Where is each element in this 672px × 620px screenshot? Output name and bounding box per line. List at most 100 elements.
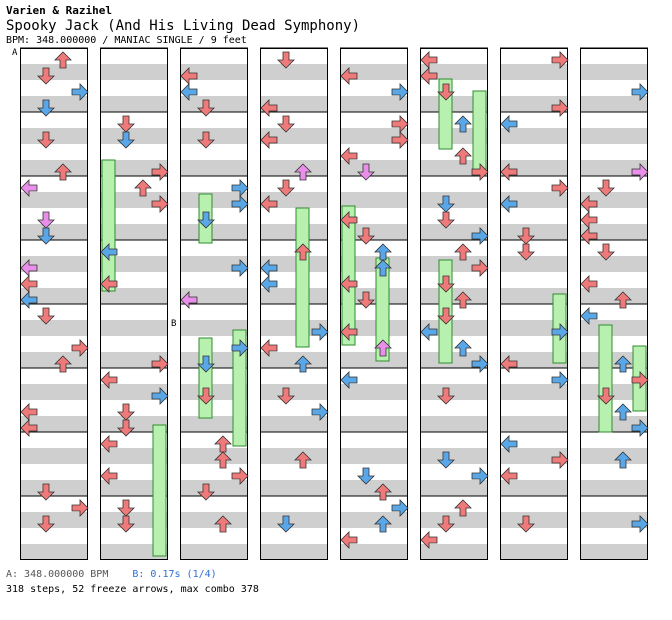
beat-band [420, 512, 488, 528]
step-arrow [500, 435, 518, 453]
beat-band [260, 384, 328, 400]
beat-band [420, 256, 488, 272]
step-arrow [437, 195, 455, 213]
beat-band [340, 480, 408, 496]
beat-band [180, 160, 248, 176]
step-arrow [551, 451, 569, 469]
step-arrow [100, 467, 118, 485]
step-arrow [454, 339, 472, 357]
column-border [500, 48, 568, 560]
beat-band [580, 320, 648, 336]
step-arrow [517, 243, 535, 261]
beat-band [580, 384, 648, 400]
step-arrow [20, 275, 38, 293]
step-arrow [437, 83, 455, 101]
step-arrow [100, 275, 118, 293]
beat-band [340, 448, 408, 464]
step-arrow [454, 147, 472, 165]
step-arrow [277, 515, 295, 533]
step-arrow [180, 83, 198, 101]
step-arrow [391, 499, 409, 517]
beat-band [420, 480, 488, 496]
step-arrow [197, 355, 215, 373]
beat-band [420, 288, 488, 304]
beat-band [100, 224, 168, 240]
beat-band [260, 480, 328, 496]
step-arrow [71, 499, 89, 517]
step-arrow [340, 275, 358, 293]
step-arrow [180, 291, 198, 309]
step-arrow [54, 355, 72, 373]
beat-band [420, 96, 488, 112]
step-arrow [151, 355, 169, 373]
beat-band [180, 320, 248, 336]
step-arrow [391, 131, 409, 149]
step-arrow [197, 387, 215, 405]
step-arrow [614, 403, 632, 421]
bpm-legend: A: 348.000000 BPM B: 0.17s (1/4) [6, 569, 217, 580]
step-arrow [517, 227, 535, 245]
step-arrow [391, 83, 409, 101]
step-arrow [117, 419, 135, 437]
step-arrow [294, 163, 312, 181]
step-arrow [631, 515, 649, 533]
step-arrow [71, 83, 89, 101]
beat-band [180, 128, 248, 144]
beat-band [420, 192, 488, 208]
step-arrow [580, 307, 598, 325]
step-arrow [260, 99, 278, 117]
column-border [340, 48, 408, 560]
step-arrow [471, 227, 489, 245]
beat-band [580, 288, 648, 304]
beat-band [100, 64, 168, 80]
step-arrow [214, 515, 232, 533]
step-arrow [471, 355, 489, 373]
step-arrow [437, 275, 455, 293]
beat-band [500, 448, 568, 464]
step-arrow [277, 179, 295, 197]
step-arrow [37, 131, 55, 149]
step-arrow [471, 259, 489, 277]
step-arrow [20, 179, 38, 197]
step-arrow [357, 163, 375, 181]
freeze-arrow [152, 424, 167, 557]
beat-band [20, 512, 88, 528]
beat-band [180, 256, 248, 272]
beat-band [340, 352, 408, 368]
beat-band [340, 384, 408, 400]
beat-band [20, 384, 88, 400]
step-arrow [580, 211, 598, 229]
step-arrow [117, 499, 135, 517]
chart-summary: 318 steps, 52 freeze arrows, max combo 3… [6, 584, 259, 595]
beat-band [260, 288, 328, 304]
beat-band [180, 224, 248, 240]
beat-band [260, 320, 328, 336]
step-arrow [151, 163, 169, 181]
step-arrow [340, 323, 358, 341]
step-arrow [471, 163, 489, 181]
step-arrow [231, 195, 249, 213]
chart-info: BPM: 348.000000 / MANIAC SINGLE / 9 feet [6, 35, 247, 46]
step-arrow [597, 387, 615, 405]
song-title: Spooky Jack (And His Living Dead Symphon… [6, 18, 361, 34]
step-arrow [277, 387, 295, 405]
freeze-arrow [598, 324, 613, 433]
step-arrow [37, 227, 55, 245]
step-arrow [420, 67, 438, 85]
bpm-b: B: 0.17s (1/4) [132, 569, 217, 580]
beat-band [340, 544, 408, 560]
beat-band [100, 384, 168, 400]
step-arrow [197, 131, 215, 149]
beat-band [500, 384, 568, 400]
step-arrow [471, 467, 489, 485]
step-arrow [631, 83, 649, 101]
step-arrow [37, 483, 55, 501]
step-arrow [37, 99, 55, 117]
beat-band [100, 192, 168, 208]
step-arrow [20, 419, 38, 437]
beat-band [500, 128, 568, 144]
column-border [420, 48, 488, 560]
step-arrow [260, 131, 278, 149]
step-arrow [260, 195, 278, 213]
step-arrow [260, 275, 278, 293]
